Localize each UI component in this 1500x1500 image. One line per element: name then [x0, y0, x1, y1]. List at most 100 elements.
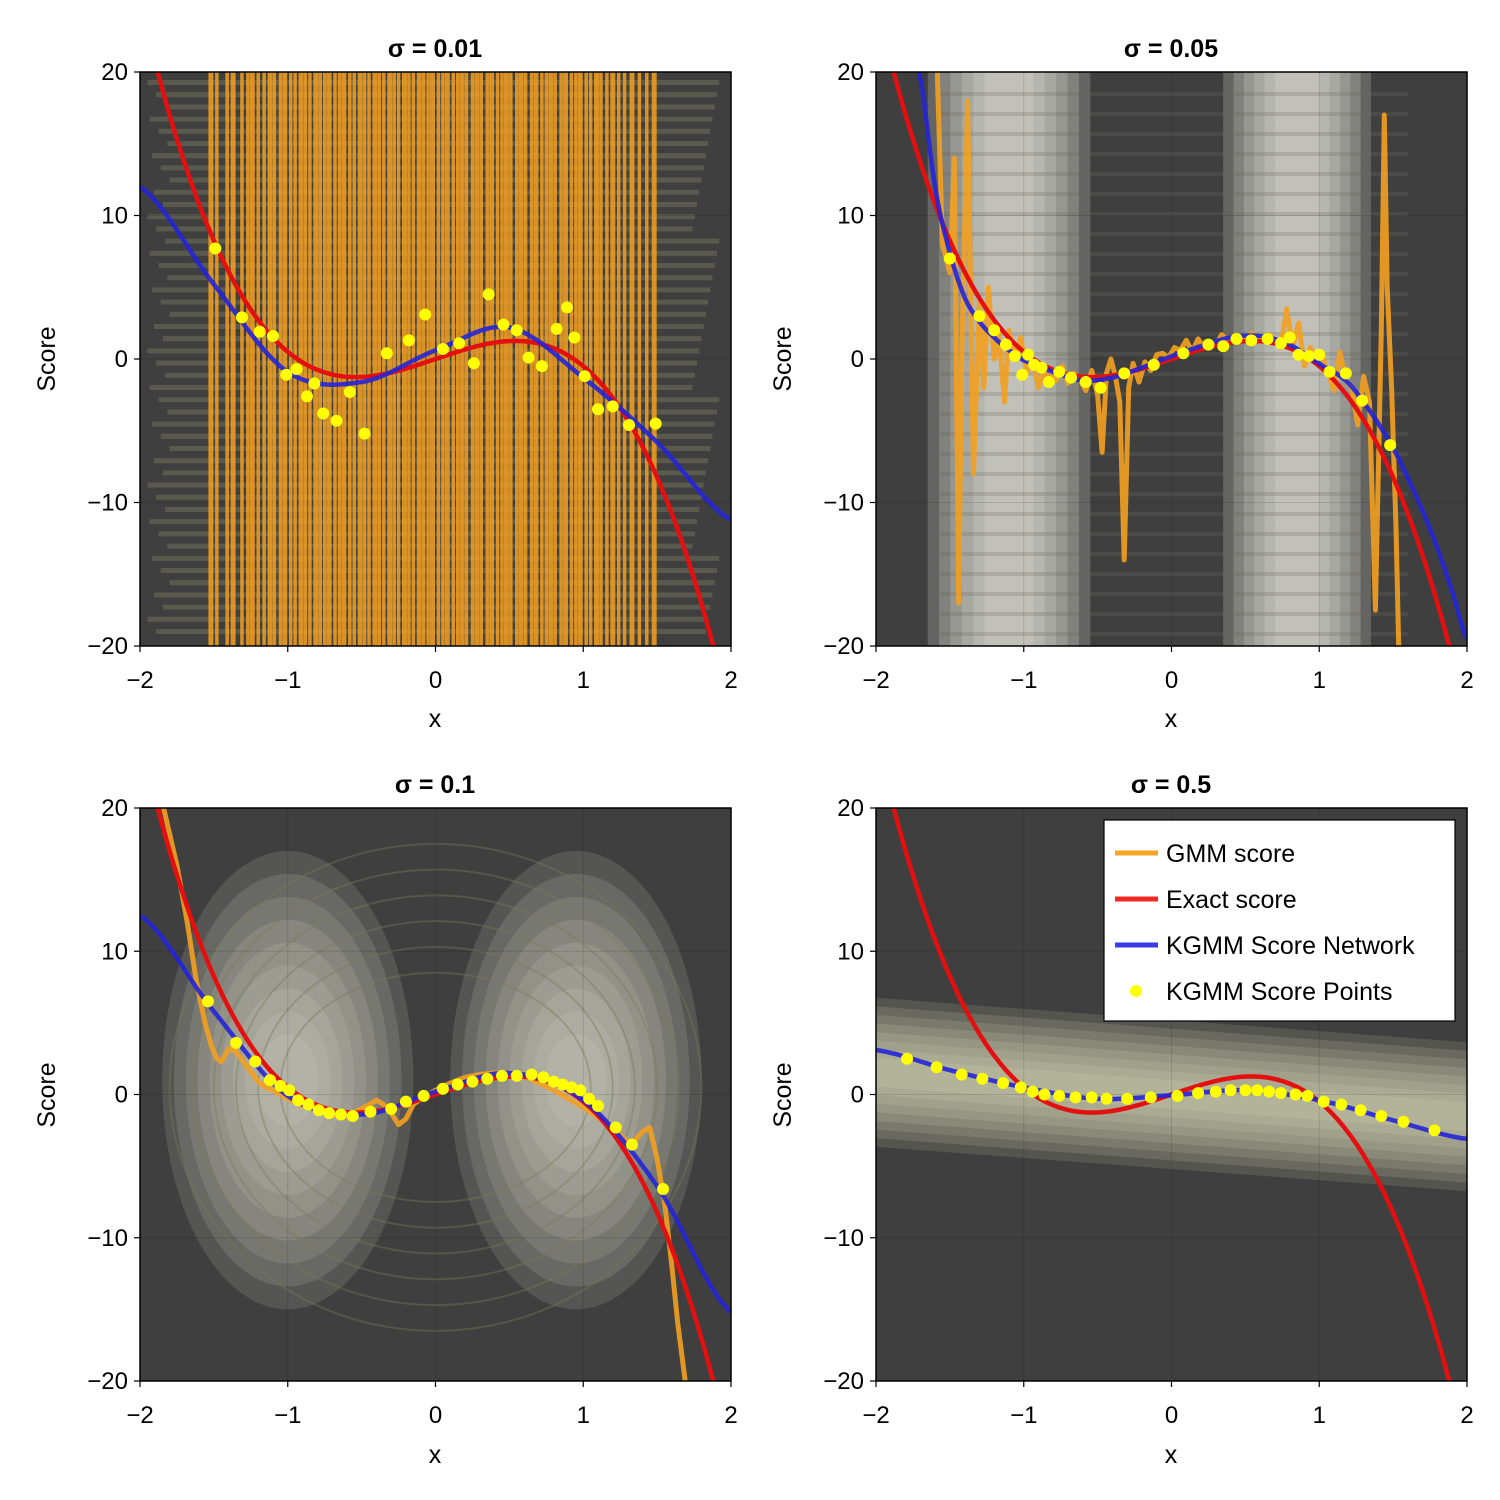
score-point [510, 1069, 523, 1082]
score-point [657, 1183, 670, 1196]
density-stripe [935, 392, 1408, 396]
score-point [1245, 334, 1258, 347]
y-tick-label: 10 [837, 938, 864, 965]
density-stripe [935, 512, 1408, 516]
score-point [510, 324, 523, 337]
panel-title: σ = 0.1 [395, 771, 475, 799]
score-point [436, 1082, 449, 1095]
legend: GMM score Exact score KGMM Score Network… [1103, 819, 1456, 1022]
score-point [209, 242, 222, 255]
score-point [1022, 348, 1035, 361]
y-axis-label: Score [769, 1062, 797, 1127]
score-point [1094, 381, 1107, 394]
density-stripe [935, 572, 1408, 576]
x-tick-label: 1 [1313, 667, 1326, 694]
y-tick-label: 20 [837, 59, 864, 86]
density-stripe [935, 232, 1408, 236]
x-tick-label: 0 [429, 1402, 442, 1429]
density-blob [485, 919, 666, 1241]
y-tick-label: 10 [837, 203, 864, 230]
score-point [482, 288, 495, 301]
score-point [467, 357, 480, 370]
score-point [1118, 367, 1131, 380]
legend-label-network: KGMM Score Network [1166, 932, 1415, 960]
score-point [364, 1105, 377, 1118]
score-point [1035, 361, 1048, 374]
network-score-line [916, 72, 1467, 640]
score-point [380, 347, 393, 360]
density-stripe [935, 292, 1408, 296]
density-stripe [935, 412, 1408, 416]
density-stripe [935, 192, 1408, 196]
score-point [1065, 371, 1078, 384]
score-point [609, 1121, 622, 1134]
density-stripe [935, 272, 1408, 276]
score-point [323, 1107, 336, 1120]
density-blob [462, 873, 690, 1287]
score-point [1313, 348, 1326, 361]
score-point [525, 1068, 538, 1081]
score-point [385, 1102, 398, 1115]
score-point [973, 309, 986, 322]
score-point [1224, 1084, 1237, 1097]
x-tick-label: 0 [1165, 667, 1178, 694]
score-point [1144, 1091, 1157, 1104]
density-blob [197, 919, 378, 1241]
score-point [302, 1098, 315, 1111]
x-tick-label: −1 [1010, 1402, 1037, 1429]
score-point [497, 318, 510, 331]
y-tick-label: −10 [823, 490, 864, 517]
score-point [626, 1138, 639, 1151]
density-blob [233, 988, 343, 1172]
density-blob [209, 942, 367, 1218]
score-point [1171, 1089, 1184, 1102]
score-point [1177, 347, 1190, 360]
score-point [436, 342, 449, 355]
density-stripe [935, 612, 1408, 616]
score-point [537, 1071, 550, 1084]
y-axis-label: Score [33, 1062, 61, 1127]
density-stripe [935, 372, 1408, 376]
score-point [1230, 332, 1243, 345]
x-tick-label: −2 [862, 667, 889, 694]
density-band [160, 433, 713, 439]
score-point [300, 390, 313, 403]
y-tick-label: −20 [87, 1368, 128, 1395]
x-tick-label: −2 [862, 1402, 889, 1429]
score-point [334, 1108, 347, 1121]
density-blob [450, 850, 702, 1310]
score-point [976, 1072, 989, 1085]
score-point [583, 1092, 596, 1105]
score-point [1026, 1085, 1039, 1098]
density-band [169, 177, 702, 183]
score-point [280, 368, 293, 381]
y-tick-label: 0 [851, 346, 864, 373]
score-point [1251, 1084, 1264, 1097]
score-point [1283, 331, 1296, 344]
score-point [1121, 1092, 1134, 1105]
density-blob [473, 896, 678, 1264]
y-tick-label: 10 [101, 938, 128, 965]
y-tick-label: 10 [101, 203, 128, 230]
score-point [358, 427, 371, 440]
score-point [1274, 337, 1287, 350]
score-point [346, 1109, 359, 1122]
score-point [1209, 1085, 1222, 1098]
score-point [283, 1084, 296, 1097]
score-point [1008, 350, 1021, 363]
x-axis-label: x [1165, 705, 1178, 733]
x-tick-label: −2 [126, 667, 153, 694]
score-point [1239, 1084, 1252, 1097]
y-tick-label: 0 [851, 1082, 864, 1109]
score-point [1014, 1081, 1027, 1094]
density-stripe [935, 172, 1408, 176]
y-tick-label: 20 [101, 795, 128, 822]
score-point [649, 417, 662, 430]
score-point [308, 377, 321, 390]
score-point [264, 1074, 277, 1087]
score-point [292, 1094, 305, 1107]
score-point [592, 1099, 605, 1112]
density-band [165, 372, 695, 378]
